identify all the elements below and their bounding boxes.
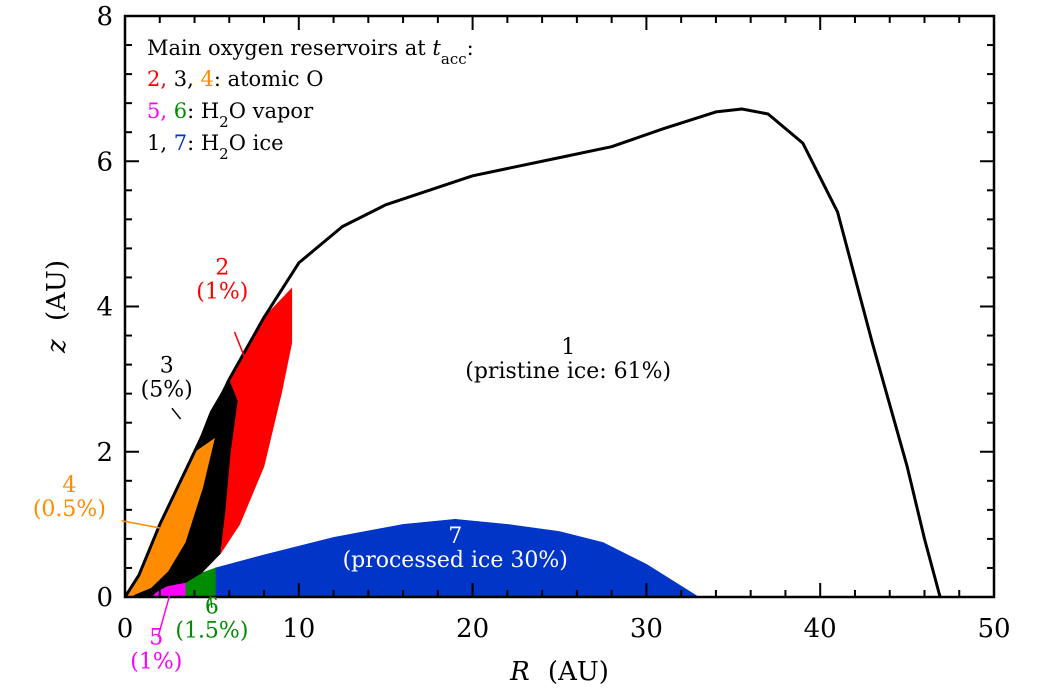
legend-text: : atomic O [214, 67, 324, 91]
y-tick-label: 8 [96, 2, 113, 32]
legend-title-sub: acc [441, 50, 467, 68]
y-axis-label: z (AU) [42, 260, 72, 354]
region-2-leader [233, 331, 253, 376]
region-6-leader [209, 594, 213, 608]
y-tick-label: 4 [96, 293, 113, 323]
x-tick-label: 50 [977, 614, 1010, 644]
x-tick-label: 0 [117, 614, 134, 644]
legend-title: Main oxygen reservoirs at tacc: [147, 36, 474, 68]
legend-title-suffix: : [467, 36, 474, 60]
region-layer [124, 287, 700, 598]
region-4-percent: (0.5%) [33, 497, 106, 522]
legend-text: : H [187, 99, 219, 123]
region-6-number: 6 [205, 595, 219, 620]
x-axis-unit: (AU) [548, 657, 609, 687]
legend-text: 3, [174, 67, 201, 91]
x-axis-label: R (AU) [509, 657, 609, 687]
y-tick-label: 6 [96, 147, 113, 177]
region-labels: 7(processed ice 30%)5(1%)6(1.5%)4(0.5%)3… [33, 255, 671, 674]
x-axis-variable: R [509, 657, 530, 687]
region-6-percent: (1.5%) [175, 619, 248, 644]
region-2-percent: (1%) [196, 279, 248, 304]
legend-text: : H [187, 131, 219, 155]
x-tick-label: 40 [804, 614, 837, 644]
region-4-leader [121, 520, 160, 529]
region-3-percent: (5%) [141, 377, 193, 402]
legend-text: 6 [174, 99, 187, 123]
legend-text: 7 [174, 131, 187, 155]
region-4-number: 4 [62, 473, 76, 498]
legend-text: 1, [147, 131, 174, 155]
y-axis-variable: z [42, 339, 72, 354]
x-tick-label: 30 [630, 614, 663, 644]
region-2-number: 2 [215, 255, 229, 280]
region-1-number: 1 [561, 335, 575, 360]
y-tick-label: 2 [96, 438, 113, 468]
y-axis-unit: (AU) [42, 260, 72, 321]
boundary-curve [123, 107, 942, 598]
legend-text: 4 [200, 67, 213, 91]
region-7-number: 7 [448, 524, 462, 549]
legend-line: 5, 6: H2O vapor [147, 99, 314, 131]
legend-text: 5, [147, 99, 174, 123]
x-tick-label: 10 [282, 614, 315, 644]
legend-title-var: t [432, 36, 441, 60]
region-5-leader [157, 593, 171, 638]
region-1-percent: (pristine ice: 61%) [465, 359, 671, 384]
legend-title-prefix: Main oxygen reservoirs at [147, 36, 432, 60]
legend-text: 2 [219, 113, 229, 131]
region-3-leader [171, 407, 182, 420]
y-tick-label: 0 [96, 583, 113, 613]
legend-text: 2 [219, 145, 229, 163]
legend-line: 2, 3, 4: atomic O [147, 67, 323, 91]
boundary-curve-layer [123, 107, 942, 598]
legend-text: O vapor [229, 99, 314, 123]
legend: Main oxygen reservoirs at tacc: 2, 3, 4:… [147, 36, 474, 163]
legend-line: 1, 7: H2O ice [147, 131, 284, 163]
region-2-area [220, 287, 293, 554]
x-tick-label: 20 [456, 614, 489, 644]
region-5-percent: (1%) [130, 650, 182, 675]
region-3-number: 3 [160, 353, 174, 378]
legend-text: 2, [147, 67, 174, 91]
region-7-percent: (processed ice 30%) [343, 548, 568, 573]
region-7-area [215, 518, 700, 598]
legend-text: O ice [229, 131, 284, 155]
region-5-number: 5 [149, 626, 163, 651]
